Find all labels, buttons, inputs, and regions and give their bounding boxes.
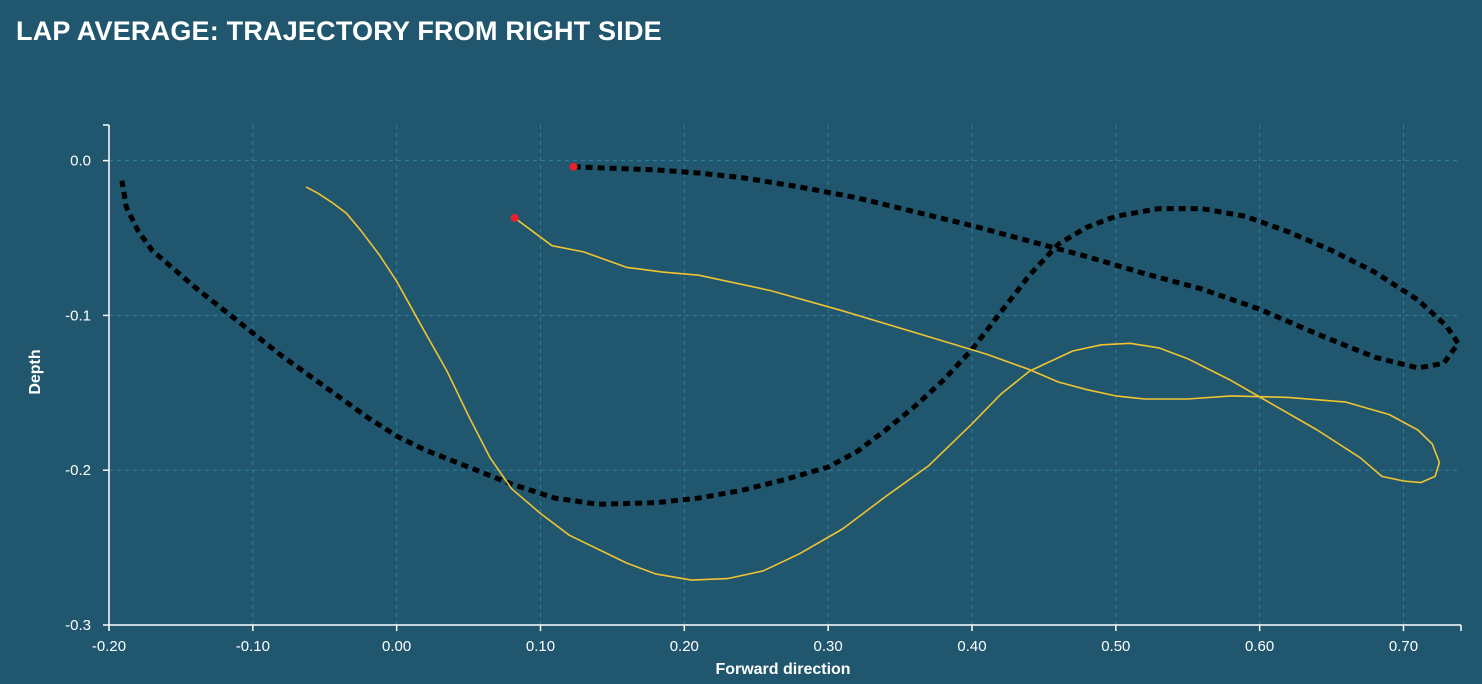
- dotted-trajectory-line: [119, 164, 1461, 507]
- y-axis-ticks: 0.0 -0.1 -0.2 -0.3: [65, 124, 109, 634]
- x-tick-label: 0.20: [670, 638, 699, 655]
- series-layer: [119, 164, 1461, 581]
- y-tick-label: -0.1: [65, 307, 91, 324]
- grid-lines: [109, 125, 1461, 625]
- x-tick-label: -0.20: [92, 638, 126, 655]
- y-axis-title: Depth: [27, 349, 44, 394]
- x-axis-title: Forward direction: [715, 661, 850, 678]
- start-point-marker: [569, 162, 578, 171]
- x-tick-label: 0.00: [382, 638, 411, 655]
- x-tick-label: 0.30: [814, 638, 843, 655]
- start-markers: [510, 162, 578, 222]
- chart-title: LAP AVERAGE: TRAJECTORY FROM RIGHT SIDE: [16, 16, 662, 46]
- x-axis-ticks: -0.20 -0.10 0.00 0.10 0.20 0.30 0.40 0.50 0.60 0.…: [92, 625, 1462, 655]
- x-tick-label: 0.40: [957, 638, 986, 655]
- solid-trajectory-line: [305, 186, 1441, 581]
- x-tick-label: 0.70: [1389, 638, 1418, 655]
- y-tick-label: -0.2: [65, 462, 91, 479]
- start-point-marker: [510, 213, 519, 222]
- axes: [108, 125, 1461, 626]
- x-tick-label: -0.10: [236, 638, 270, 655]
- y-tick-label: 0.0: [70, 153, 91, 170]
- y-tick-label: -0.3: [65, 617, 91, 634]
- x-tick-label: 0.50: [1101, 638, 1130, 655]
- x-tick-label: 0.10: [526, 638, 555, 655]
- x-tick-label: 0.60: [1245, 638, 1274, 655]
